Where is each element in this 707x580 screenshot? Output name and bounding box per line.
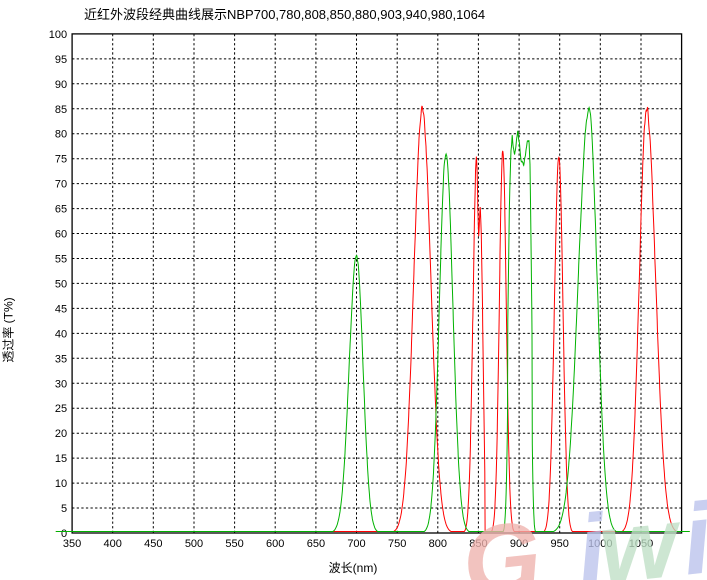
svg-text:5: 5 (61, 503, 67, 515)
svg-text:600: 600 (266, 538, 284, 550)
svg-text:65: 65 (55, 204, 67, 216)
svg-text:800: 800 (429, 538, 447, 550)
svg-text:40: 40 (55, 328, 67, 340)
svg-text:80: 80 (55, 129, 67, 141)
svg-text:650: 650 (307, 538, 325, 550)
svg-text:950: 950 (551, 538, 569, 550)
svg-text:700: 700 (347, 538, 365, 550)
svg-text:100: 100 (49, 29, 67, 41)
svg-text:900: 900 (510, 538, 528, 550)
svg-text:55: 55 (55, 254, 67, 266)
svg-text:30: 30 (55, 378, 67, 390)
svg-text:500: 500 (185, 538, 203, 550)
svg-text:50: 50 (55, 278, 67, 290)
svg-text:0: 0 (61, 528, 67, 540)
svg-text:1050: 1050 (629, 538, 653, 550)
svg-text:35: 35 (55, 353, 67, 365)
svg-text:20: 20 (55, 428, 67, 440)
svg-text:25: 25 (55, 403, 67, 415)
svg-text:90: 90 (55, 79, 67, 91)
svg-text:95: 95 (55, 54, 67, 66)
svg-text:750: 750 (388, 538, 406, 550)
svg-text:75: 75 (55, 154, 67, 166)
svg-text:60: 60 (55, 229, 67, 241)
svg-text:450: 450 (144, 538, 162, 550)
svg-text:45: 45 (55, 303, 67, 315)
svg-text:1000: 1000 (588, 538, 612, 550)
svg-text:85: 85 (55, 104, 67, 116)
svg-text:400: 400 (104, 538, 122, 550)
svg-text:10: 10 (55, 478, 67, 490)
svg-text:550: 550 (225, 538, 243, 550)
svg-text:850: 850 (469, 538, 487, 550)
svg-text:70: 70 (55, 179, 67, 191)
svg-text:15: 15 (55, 453, 67, 465)
